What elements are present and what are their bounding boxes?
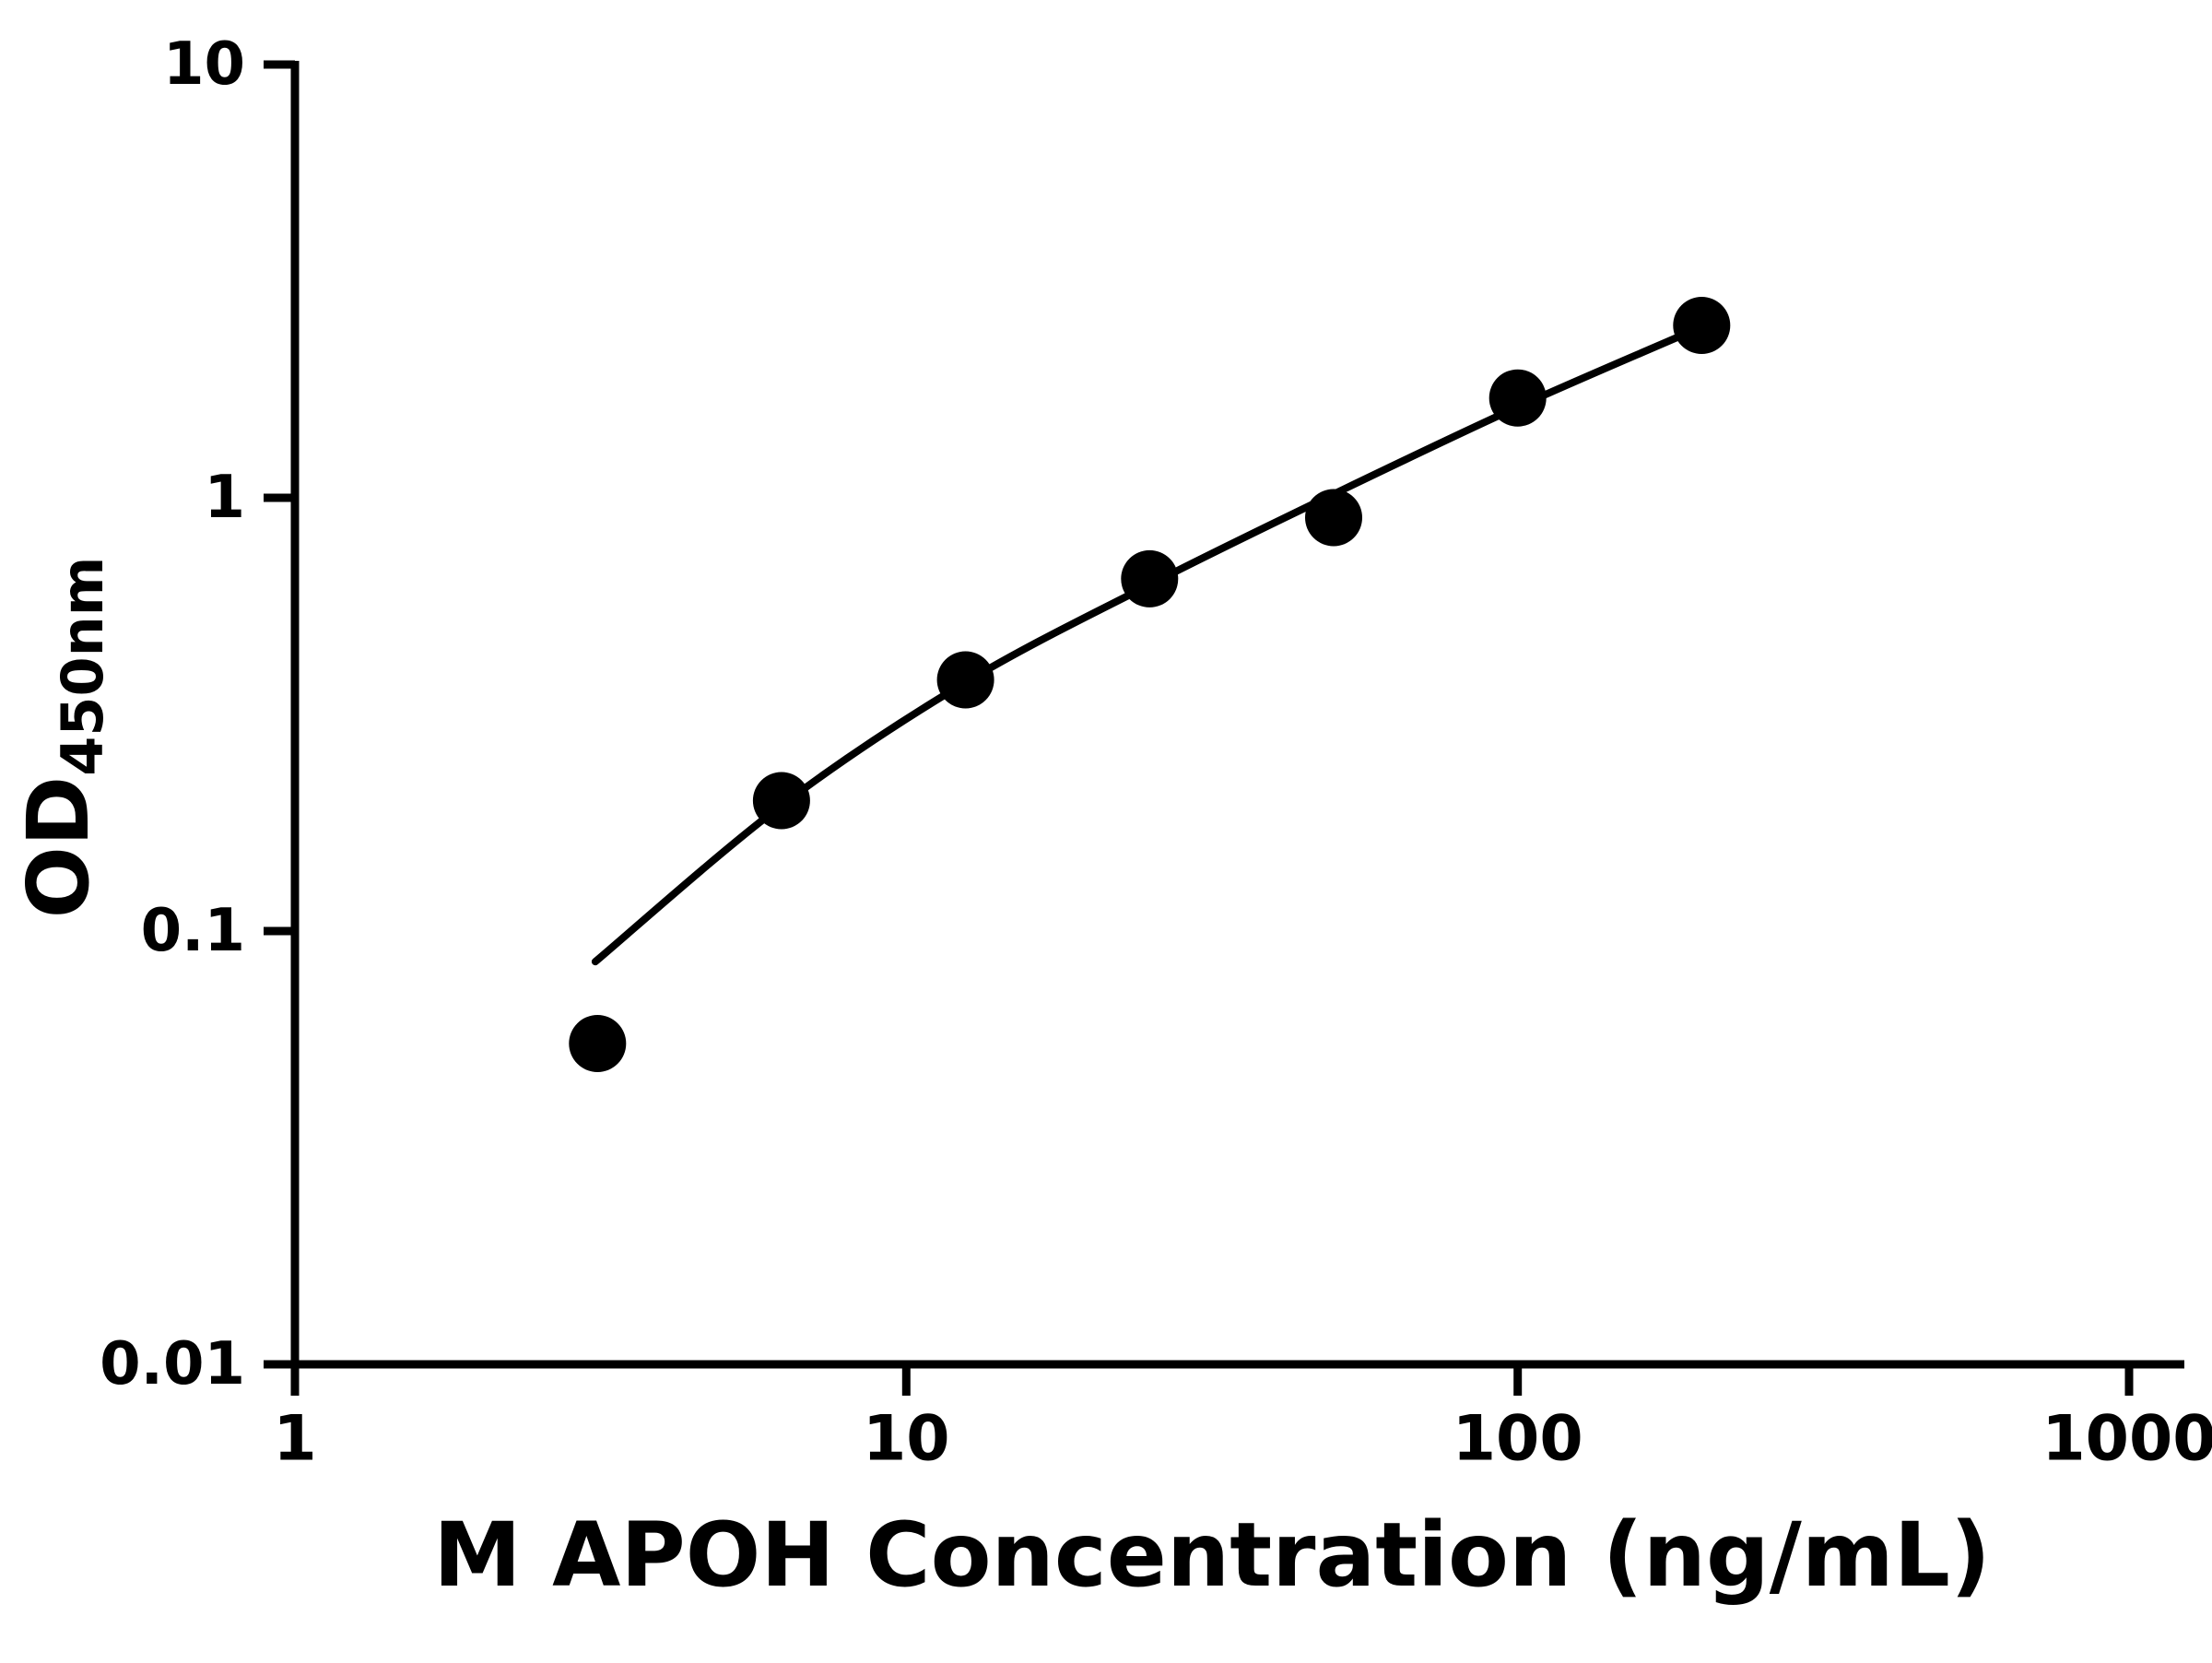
- y-axis-title: OD450nm: [9, 557, 116, 919]
- data-point: [569, 1015, 627, 1072]
- y-axis-title-subscript: 450nm: [49, 557, 116, 776]
- data-point: [936, 651, 994, 709]
- x-axis-title: M APOH Concentration (ng/mL): [433, 1504, 1991, 1607]
- x-tick-label: 1000: [2041, 1403, 2212, 1476]
- y-tick-label: 0.1: [141, 897, 245, 965]
- data-point: [1305, 489, 1362, 547]
- data-point: [1488, 369, 1547, 427]
- x-tick-label: 100: [1453, 1403, 1583, 1476]
- data-point: [1673, 297, 1731, 354]
- y-tick-label: 0.01: [100, 1330, 245, 1398]
- data-point: [1121, 549, 1179, 607]
- y-tick-label: 1: [204, 464, 245, 532]
- fit-curve: [591, 323, 1706, 966]
- y-tick-label: 10: [163, 30, 245, 99]
- y-axis-title-main: OD: [9, 776, 108, 919]
- data-point: [752, 772, 810, 830]
- x-tick-label: 1: [273, 1403, 316, 1476]
- x-tick-label: 10: [863, 1403, 950, 1476]
- axes-lines: [290, 61, 2184, 1369]
